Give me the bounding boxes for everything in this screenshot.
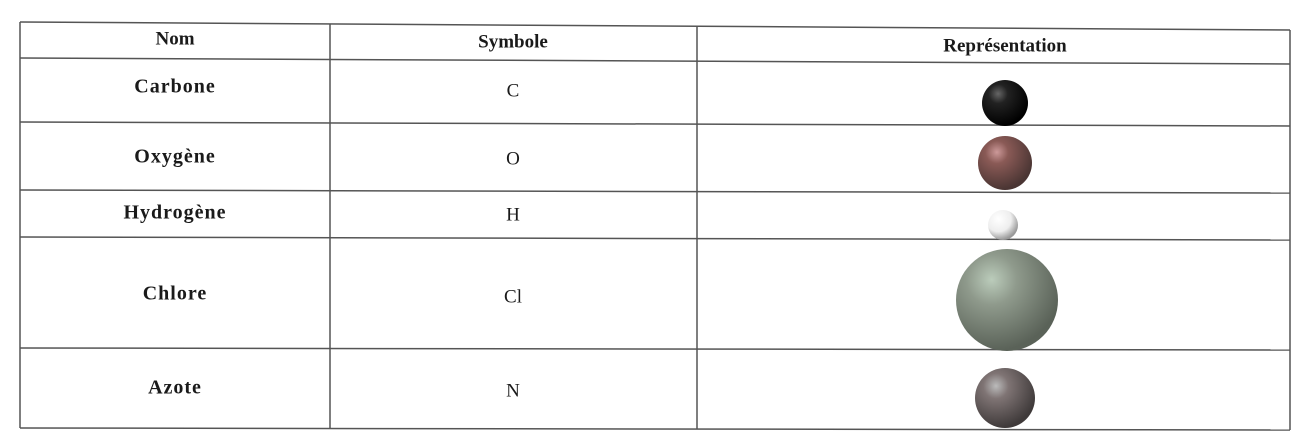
element-name: Carbone [134, 76, 215, 98]
header-cell: Représentation [943, 35, 1067, 56]
element-name: Chlore [143, 283, 208, 305]
element-symbol: N [506, 380, 520, 401]
element-symbol: H [506, 204, 520, 225]
element-name: Oxygène [134, 146, 215, 168]
atom-sphere [978, 136, 1032, 190]
header-cell: Symbole [478, 31, 548, 52]
element-name: Hydrogène [123, 202, 226, 224]
atom-sphere [988, 210, 1018, 240]
element-symbol: O [506, 148, 520, 169]
header-cell: Nom [155, 28, 194, 49]
atom-sphere [982, 80, 1028, 126]
atom-sphere [975, 368, 1035, 428]
element-symbol: C [507, 80, 520, 101]
element-symbol: Cl [504, 286, 522, 307]
element-name: Azote [148, 377, 202, 399]
grid [19, 21, 1291, 431]
atom-sphere [956, 249, 1058, 351]
